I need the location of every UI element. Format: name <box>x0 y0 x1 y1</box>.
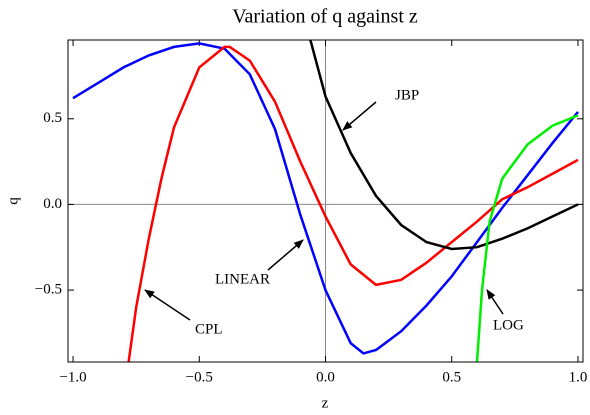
x-tick-label: −1.0 <box>59 369 86 385</box>
x-tick-label: 1.0 <box>569 369 588 385</box>
arrow <box>342 101 377 131</box>
x-tick-label: 0.0 <box>316 369 335 385</box>
annotation: JBP <box>395 87 419 103</box>
arrow <box>144 289 191 321</box>
y-tick-label: 0.0 <box>43 196 62 212</box>
x-tick-label: −0.5 <box>186 369 213 385</box>
annotation: LINEAR <box>215 271 270 287</box>
y-tick-label: −0.5 <box>35 282 62 298</box>
y-tick-label: 0.5 <box>43 110 62 126</box>
series-line <box>309 40 579 251</box>
annotation: LOG <box>493 317 524 333</box>
chart-title: Variation of q against z <box>232 6 418 28</box>
series-line <box>475 114 579 362</box>
annotation: CPL <box>195 321 223 337</box>
y-axis-label: q <box>5 197 21 205</box>
arrow <box>267 239 304 271</box>
x-axis-label: z <box>322 395 329 411</box>
annotations: JBP LINEAR CPL LOG <box>144 87 524 337</box>
arrow <box>486 289 504 315</box>
plot-frame <box>67 39 584 363</box>
series-line <box>127 45 579 362</box>
x-tick-label: 0.5 <box>442 369 461 385</box>
